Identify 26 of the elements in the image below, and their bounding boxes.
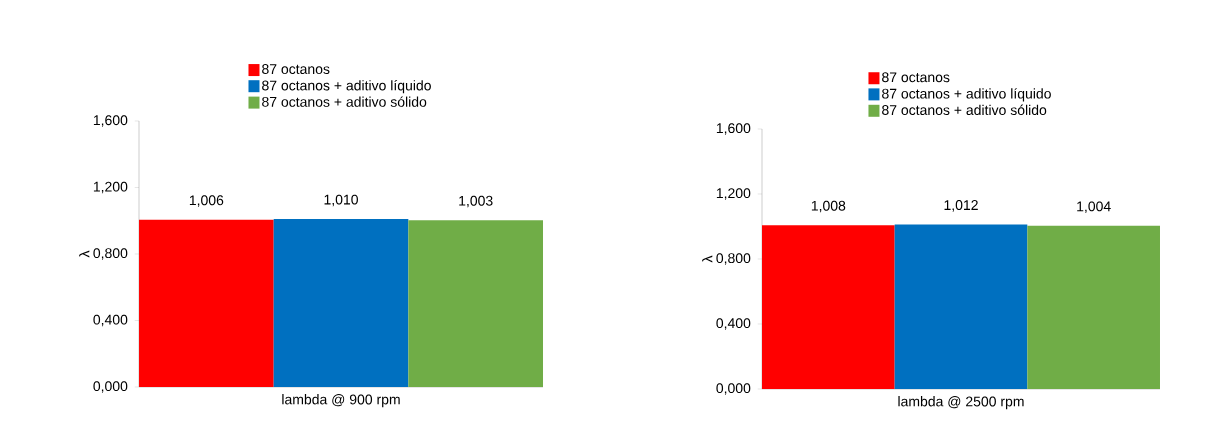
y-tick-label: 0,800 — [716, 253, 751, 265]
x-tick-label: lambda @ 900 rpm — [282, 394, 400, 408]
y-tick-label: 1,200 — [716, 188, 751, 200]
y-axis-title: λ — [702, 255, 713, 263]
data-label: 1,012 — [944, 200, 978, 212]
legend-label: 87 octanos — [262, 64, 330, 75]
y-tick-label: 0,400 — [716, 318, 751, 330]
y-tick-label: 1,600 — [93, 115, 128, 127]
y-tick-label: 1,600 — [716, 123, 751, 135]
data-label: 1,003 — [459, 195, 493, 208]
legend-label: 87 octanos + aditivo sólido — [882, 104, 1047, 116]
legend-label: 87 octanos + aditivo líquido — [882, 88, 1051, 102]
y-axis-title: λ — [79, 250, 90, 258]
y-tick-label: 0,000 — [93, 381, 128, 393]
data-label: 1,006 — [189, 195, 224, 207]
legend-label: 87 octanos + aditivo líquido — [262, 79, 431, 94]
y-tick-label: 0,800 — [93, 248, 128, 260]
legend-label: 87 octanos — [882, 72, 950, 83]
y-tick-label: 1,200 — [93, 181, 128, 194]
data-label: 1,008 — [811, 200, 846, 213]
legend-label: 87 octanos + aditivo sólido — [262, 96, 427, 107]
y-tick-label: 0,000 — [716, 383, 751, 395]
data-label: 1,010 — [324, 194, 358, 207]
x-tick-label: lambda @ 2500 rpm — [898, 396, 1024, 410]
data-label: 1,004 — [1077, 201, 1111, 213]
y-tick-label: 0,400 — [93, 314, 128, 327]
